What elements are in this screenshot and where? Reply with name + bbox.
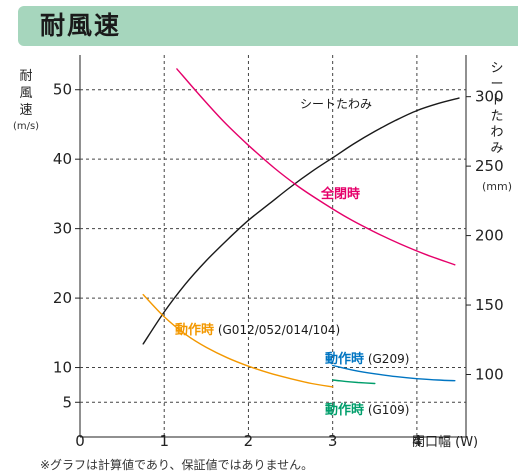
- title-banner: 耐風速: [18, 6, 518, 46]
- left-tick-30: 30: [53, 220, 72, 238]
- label-operating-g109-model: (G109): [364, 403, 409, 417]
- right-label-char: わ: [490, 125, 503, 140]
- label-sheet-deflection: シートたわみ: [300, 97, 372, 111]
- x-tick-4: 4: [412, 432, 422, 450]
- right-axis-label: シートたわみ (mm): [482, 61, 512, 193]
- x-tick-1: 1: [159, 432, 169, 450]
- footnote: ※グラフは計算値であり、保証値ではありません。: [40, 458, 314, 472]
- right-label-char: み: [490, 141, 503, 156]
- right-tick-200: 200: [475, 227, 504, 245]
- tick-labels: 0 1 2 3 4 5 10 20 30 40 50 100 150 200 250 300: [53, 81, 504, 450]
- series-line-3: [332, 364, 456, 382]
- left-tick-10: 10: [53, 359, 72, 377]
- series-line-4: [332, 379, 376, 385]
- left-tick-50: 50: [53, 81, 72, 99]
- label-operating-main-models: (G012/052/014/104): [214, 323, 340, 337]
- right-tick-150: 150: [475, 296, 504, 314]
- x-tick-0: 0: [75, 432, 85, 450]
- series-line-1: [176, 68, 456, 266]
- left-tick-5: 5: [62, 393, 72, 411]
- series-line-0: [142, 97, 460, 345]
- x-axis-label: 開口幅 (W): [412, 435, 478, 450]
- left-tick-20: 20: [53, 289, 72, 307]
- series-lines: [142, 68, 460, 388]
- right-axis-unit: (mm): [482, 180, 512, 193]
- x-tick-3: 3: [328, 432, 338, 450]
- left-axis-title: 耐風速: [19, 69, 32, 118]
- right-label-char: ー: [490, 77, 503, 92]
- right-label-char: シ: [490, 61, 503, 76]
- label-operating-g209-model: (G209): [364, 352, 409, 366]
- right-label-char: ト: [490, 93, 503, 108]
- label-operating-g209: 動作時 (G209): [325, 351, 409, 367]
- page-title: 耐風速: [40, 11, 122, 40]
- label-operating-g209-prefix: 動作時: [325, 351, 364, 367]
- left-axis-unit: (m/s): [13, 121, 39, 132]
- label-operating-main: 動作時 (G012/052/014/104): [175, 322, 340, 338]
- label-operating-main-prefix: 動作時: [175, 322, 214, 338]
- left-label-char: 速: [19, 103, 32, 118]
- x-tick-2: 2: [244, 432, 254, 450]
- right-tick-300: 300: [475, 88, 504, 106]
- right-axis-title: シートたわみ: [490, 61, 503, 156]
- grid-lines: [80, 55, 466, 437]
- left-label-char: 風: [19, 86, 32, 101]
- right-tick-250: 250: [475, 157, 504, 175]
- label-operating-g109: 動作時 (G109): [325, 402, 409, 418]
- series-line-2: [142, 293, 334, 388]
- label-operating-g109-prefix: 動作時: [325, 402, 364, 418]
- right-tick-100: 100: [475, 365, 504, 383]
- left-tick-40: 40: [53, 150, 72, 168]
- left-label-char: 耐: [19, 69, 32, 84]
- left-axis-label: 耐風速 (m/s): [13, 69, 39, 132]
- label-full-closed: 全閉時: [320, 186, 360, 202]
- right-label-char: た: [490, 109, 503, 124]
